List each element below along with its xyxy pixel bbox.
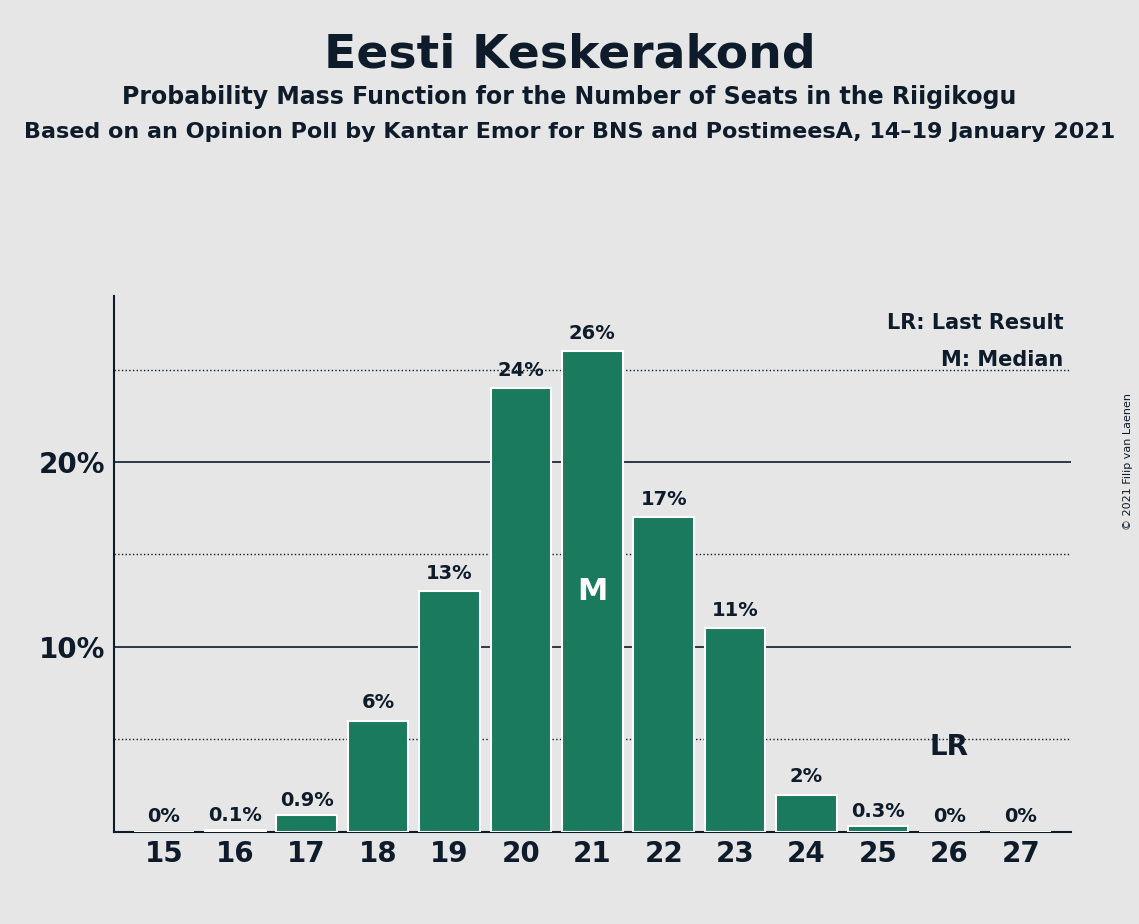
Bar <box>277 815 337 832</box>
Bar <box>491 388 551 832</box>
Text: Probability Mass Function for the Number of Seats in the Riigikogu: Probability Mass Function for the Number… <box>122 85 1017 109</box>
Text: 6%: 6% <box>361 693 394 712</box>
Text: LR: LR <box>929 734 969 761</box>
Text: LR: Last Result: LR: Last Result <box>887 313 1064 334</box>
Text: 13%: 13% <box>426 564 473 583</box>
Text: 0%: 0% <box>933 807 966 826</box>
Bar <box>633 517 694 832</box>
Text: 26%: 26% <box>568 323 616 343</box>
Text: M: M <box>577 577 607 606</box>
Text: 0%: 0% <box>147 807 180 826</box>
Text: 17%: 17% <box>640 490 687 509</box>
Text: 0.9%: 0.9% <box>280 791 334 810</box>
Text: 24%: 24% <box>498 360 544 380</box>
Bar <box>562 351 623 832</box>
Bar <box>205 830 265 832</box>
Bar <box>419 591 480 832</box>
Bar <box>776 795 837 832</box>
Text: 2%: 2% <box>790 767 823 786</box>
Bar <box>847 826 908 832</box>
Bar <box>705 628 765 832</box>
Text: © 2021 Filip van Laenen: © 2021 Filip van Laenen <box>1123 394 1133 530</box>
Text: M: Median: M: Median <box>941 350 1064 371</box>
Text: Based on an Opinion Poll by Kantar Emor for BNS and PostimeesA, 14–19 January 20: Based on an Opinion Poll by Kantar Emor … <box>24 122 1115 142</box>
Text: 0%: 0% <box>1005 807 1038 826</box>
Bar <box>347 721 409 832</box>
Text: 0.1%: 0.1% <box>208 806 262 825</box>
Text: 0.3%: 0.3% <box>851 802 904 821</box>
Text: Eesti Keskerakond: Eesti Keskerakond <box>323 32 816 78</box>
Text: 11%: 11% <box>712 601 759 620</box>
